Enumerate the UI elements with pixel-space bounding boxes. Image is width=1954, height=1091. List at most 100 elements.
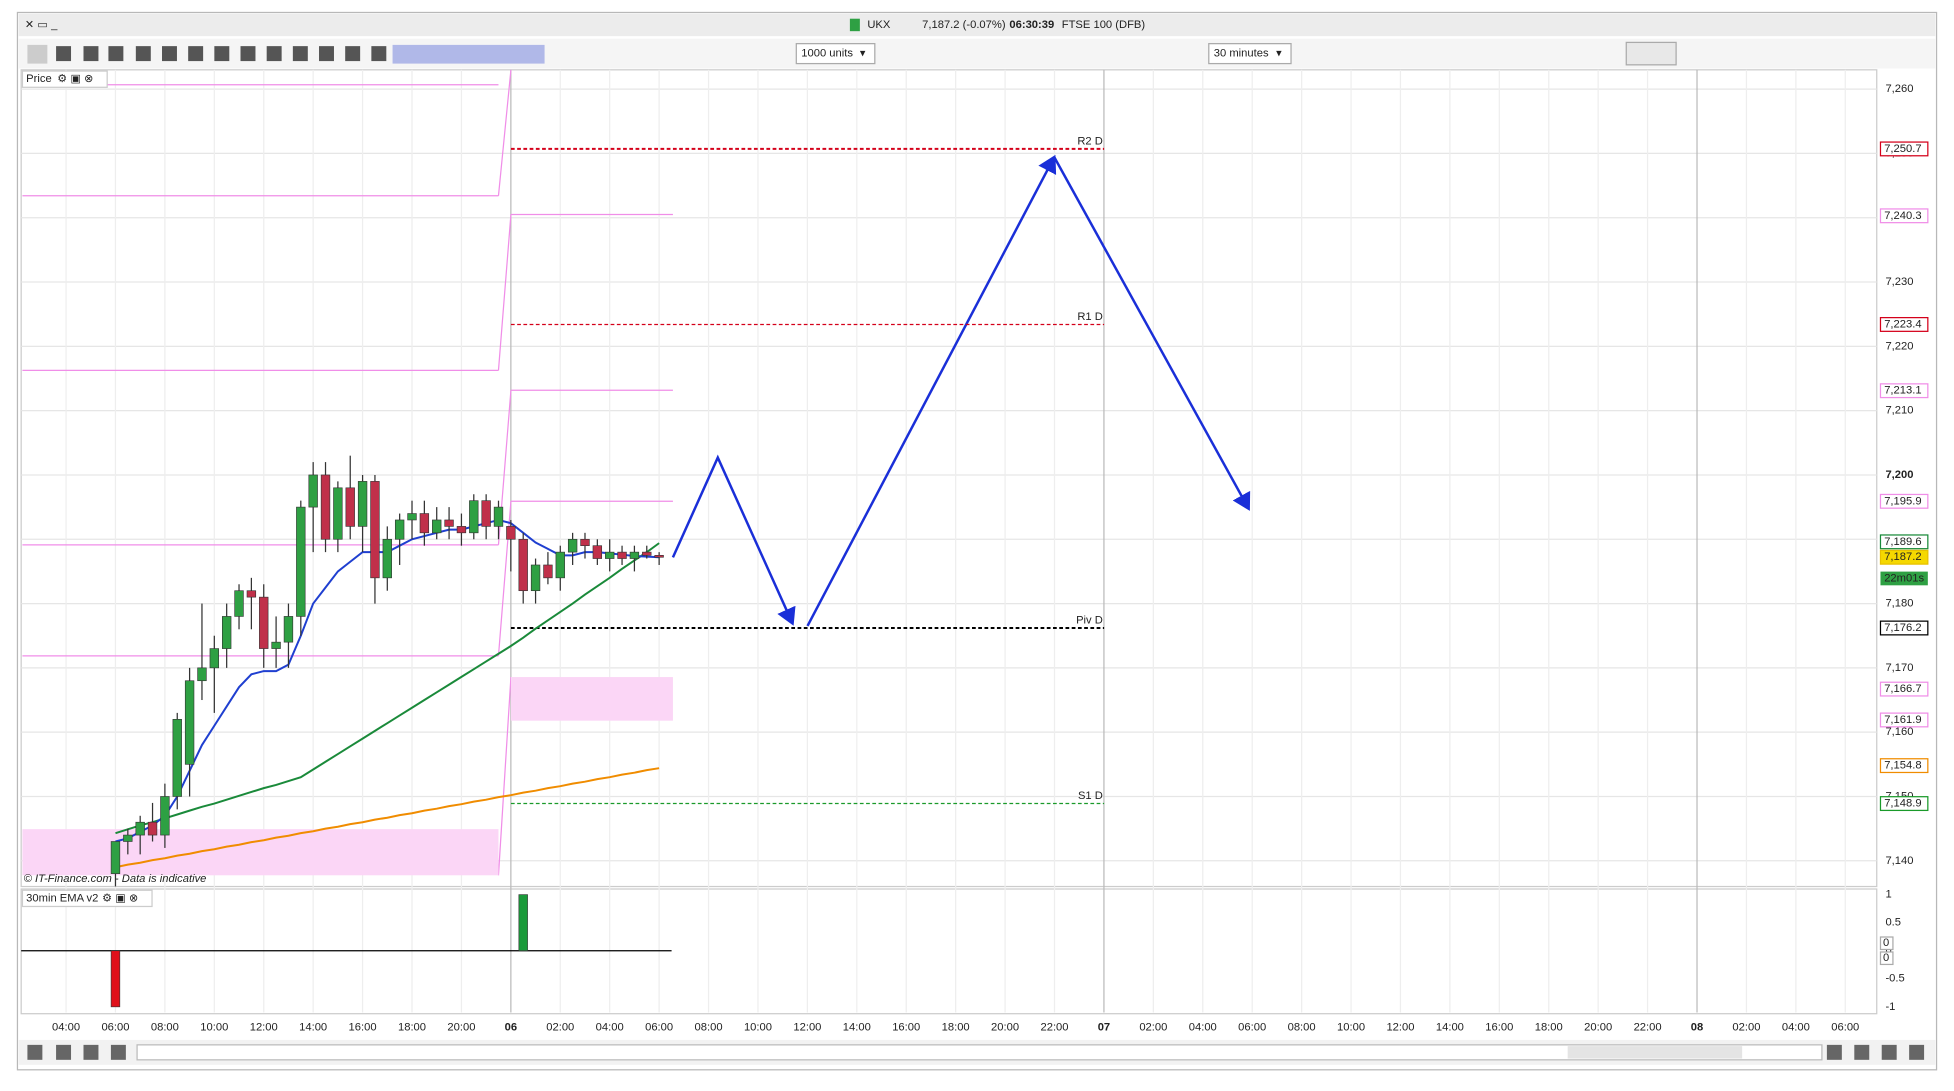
candle-body [506, 526, 516, 540]
countdown: 22m01s [1884, 572, 1924, 584]
candle-body [110, 841, 121, 874]
x-tick-label: 18:00 [942, 1021, 970, 1033]
candle-body [172, 719, 182, 797]
x-tick-label: 14:00 [1436, 1021, 1464, 1033]
symbol[interactable]: UKX [867, 19, 891, 31]
interval-value: 30 minutes [1214, 48, 1269, 60]
y-tick-label: 7,170 [1885, 662, 1913, 674]
x-tick-label: 20:00 [991, 1021, 1019, 1033]
candle-body [271, 641, 281, 649]
signal-tick-label: 0.5 [1885, 917, 1901, 929]
x-tick-label: 04:00 [1189, 1021, 1217, 1033]
window-controls[interactable]: ✕ ▭ _ [25, 19, 58, 31]
axis-label: 7,189.6 [1884, 536, 1921, 548]
candle-body [283, 616, 294, 643]
drawn-arrow[interactable] [1053, 156, 1251, 511]
ema-line [115, 767, 660, 869]
y-tick-label: 7,210 [1885, 405, 1913, 417]
size-value: 1000 units [801, 48, 853, 60]
x-tick-label: 04:00 [596, 1021, 624, 1033]
axis-label-box [1879, 758, 1929, 774]
tool-icons[interactable] [27, 44, 545, 64]
x-tick-label: 10:00 [1337, 1021, 1365, 1033]
countdown-box [1880, 571, 1928, 586]
last-value-box [1879, 936, 1894, 951]
data-footer: © IT-Finance.com - Data is indicative [24, 873, 207, 885]
toolbar [18, 38, 1936, 69]
ema-line [115, 542, 660, 835]
x-tick-label: 18:00 [398, 1021, 426, 1033]
axis-label-box [1879, 141, 1929, 157]
axis-label-box [1879, 712, 1929, 728]
drawn-arrow[interactable] [806, 154, 1057, 627]
x-tick-label: 22:00 [1040, 1021, 1068, 1033]
last-value: 0 [1883, 952, 1889, 964]
candle-body [456, 526, 467, 534]
x-tick-label: 10:00 [200, 1021, 228, 1033]
panel-icons[interactable]: ⚙ ▣ ⊗ [57, 73, 93, 85]
candle-body [642, 551, 652, 556]
x-tick-label: 08 [1691, 1021, 1703, 1033]
scrollbar[interactable] [136, 1044, 1823, 1061]
candle-body [444, 519, 454, 527]
size-dropdown[interactable] [795, 43, 876, 65]
candle-body [493, 506, 504, 527]
x-tick-label: 04:00 [52, 1021, 80, 1033]
x-tick-label: 22:00 [1634, 1021, 1662, 1033]
x-tick-label: 02:00 [1732, 1021, 1760, 1033]
x-tick-label: 12:00 [1386, 1021, 1414, 1033]
scroll-thumb[interactable] [1567, 1046, 1743, 1059]
axis-label-box [1879, 796, 1929, 812]
candle-body [567, 538, 578, 553]
quote: 7,187.2 (-0.07%) [922, 19, 1006, 31]
candle-body [394, 519, 405, 540]
x-tick-label: 06:00 [645, 1021, 673, 1033]
x-tick-label: 16:00 [892, 1021, 920, 1033]
candle-body [221, 616, 232, 649]
candle-body [234, 590, 244, 617]
drawn-arrow[interactable] [671, 454, 796, 626]
x-tick-label: 08:00 [151, 1021, 179, 1033]
candle-body [296, 506, 306, 617]
x-tick-label: 12:00 [793, 1021, 821, 1033]
candle-body [530, 564, 541, 592]
x-tick-label: 16:00 [1485, 1021, 1513, 1033]
x-tick-label: 06 [505, 1021, 517, 1033]
candle-body [333, 487, 343, 540]
clock: 06:30:39 [1009, 19, 1054, 31]
candle-body [654, 555, 664, 558]
chart-type-button[interactable] [1625, 41, 1677, 66]
candle-body [481, 500, 491, 527]
axis-label-box [1879, 620, 1929, 636]
zoom-icons[interactable] [27, 1044, 1925, 1060]
y-tick-label: 7,200 [1885, 469, 1913, 481]
candle-body [580, 538, 590, 547]
interval-dropdown[interactable] [1208, 43, 1292, 65]
axis-label-box [1879, 208, 1929, 224]
signal-tick-label: 1 [1885, 889, 1891, 901]
axis-label-box [1879, 534, 1929, 550]
axis-label: 7,154.8 [1884, 760, 1921, 772]
panel-icons[interactable]: ⚙ ▣ ⊗ [102, 892, 138, 904]
candle-body [629, 551, 640, 559]
x-tick-label: 12:00 [250, 1021, 278, 1033]
signal-panel-header [21, 889, 153, 908]
candle-body [135, 821, 145, 836]
axis-label: 7,240.3 [1884, 210, 1921, 222]
candle-body [419, 513, 430, 534]
candle-body [147, 821, 158, 836]
y-tick-label: 7,160 [1885, 726, 1913, 738]
axis-label: 7,223.4 [1884, 318, 1921, 330]
candle-body [605, 551, 615, 559]
dropdown-arrow: ▾ [1276, 48, 1282, 60]
signal-bar [110, 950, 121, 1008]
x-tick-label: 20:00 [1584, 1021, 1612, 1033]
axis-label: 7,187.2 [1884, 551, 1921, 563]
candle-body [209, 648, 219, 669]
candle-body [617, 551, 627, 559]
candle-body [259, 596, 269, 649]
candle-body [543, 564, 553, 579]
candle-body [308, 474, 318, 508]
last-value: 0 [1883, 937, 1889, 949]
